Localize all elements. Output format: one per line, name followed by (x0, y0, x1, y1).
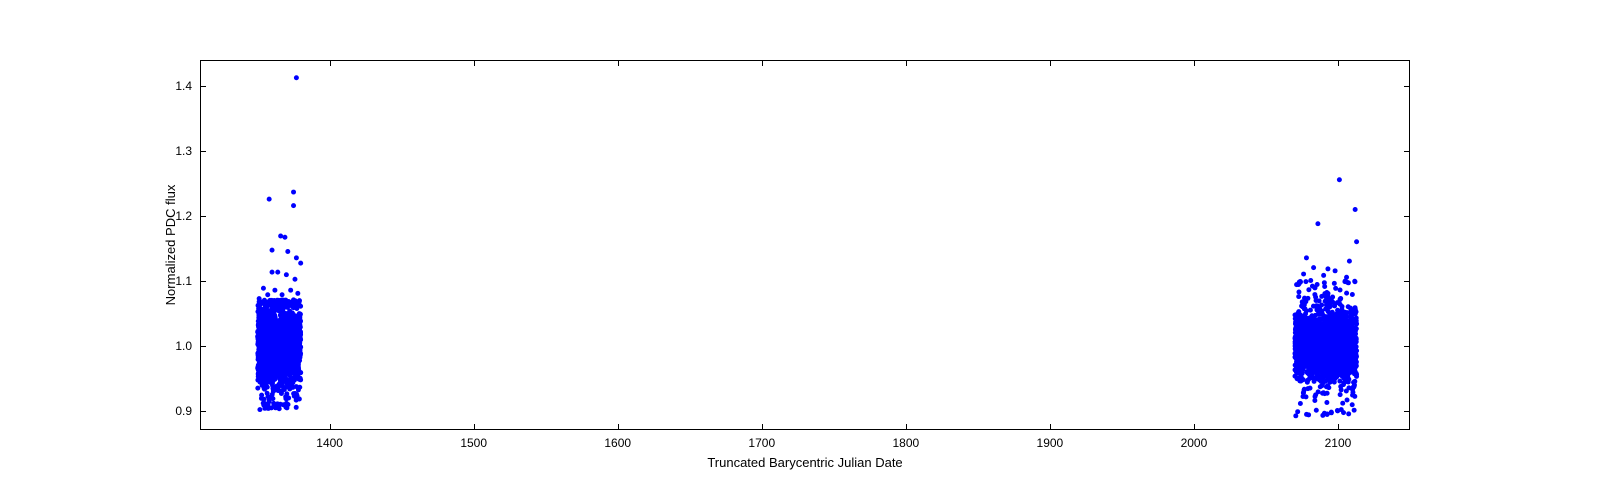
x-tick-label: 1500 (460, 436, 487, 450)
x-tick-label: 1800 (892, 436, 919, 450)
x-tick (762, 61, 763, 66)
x-tick (1338, 61, 1339, 66)
x-tick-label: 1600 (604, 436, 631, 450)
scatter-chart (200, 60, 1410, 430)
y-tick (1404, 346, 1409, 347)
x-tick-label: 1400 (316, 436, 343, 450)
y-tick (201, 281, 206, 282)
x-tick (1050, 61, 1051, 66)
x-tick (474, 61, 475, 66)
y-tick-label: 1.0 (175, 339, 192, 353)
y-tick-label: 1.2 (175, 209, 192, 223)
x-tick (330, 424, 331, 429)
y-tick (1404, 411, 1409, 412)
x-tick-label: 1700 (748, 436, 775, 450)
y-tick (201, 346, 206, 347)
x-tick (618, 61, 619, 66)
y-tick-label: 0.9 (175, 404, 192, 418)
x-tick (618, 424, 619, 429)
x-tick (1194, 61, 1195, 66)
x-axis-label: Truncated Barycentric Julian Date (707, 455, 902, 470)
y-tick-label: 1.1 (175, 274, 192, 288)
y-tick (1404, 86, 1409, 87)
x-tick-label: 1900 (1037, 436, 1064, 450)
y-tick (201, 151, 206, 152)
x-tick (906, 61, 907, 66)
y-tick (201, 411, 206, 412)
x-tick (906, 424, 907, 429)
x-tick (1050, 424, 1051, 429)
y-tick-label: 1.3 (175, 144, 192, 158)
y-tick (1404, 281, 1409, 282)
plot-area (201, 61, 1409, 429)
x-tick (1338, 424, 1339, 429)
y-tick (201, 86, 206, 87)
y-tick (201, 216, 206, 217)
x-tick (762, 424, 763, 429)
x-tick (1194, 424, 1195, 429)
x-tick (330, 61, 331, 66)
y-tick (1404, 151, 1409, 152)
x-tick-label: 2000 (1181, 436, 1208, 450)
x-tick (474, 424, 475, 429)
y-tick-label: 1.4 (175, 79, 192, 93)
x-tick-label: 2100 (1325, 436, 1352, 450)
y-tick (1404, 216, 1409, 217)
